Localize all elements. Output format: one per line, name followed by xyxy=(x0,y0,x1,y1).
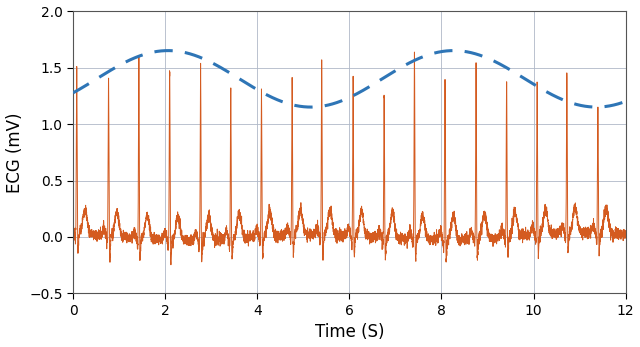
Y-axis label: ECG (mV): ECG (mV) xyxy=(6,112,24,193)
X-axis label: Time (S): Time (S) xyxy=(315,323,384,341)
